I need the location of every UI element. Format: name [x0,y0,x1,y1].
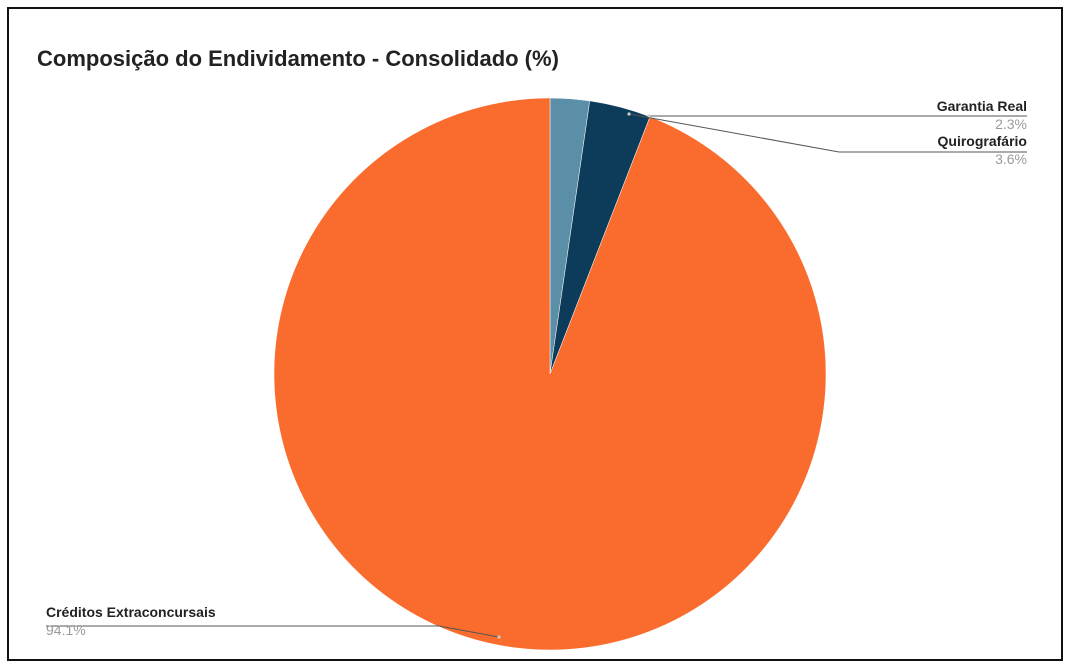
leader-dot-quirografario [627,112,631,116]
slice-value-creditos-extraconcursais: 94.1% [46,622,86,638]
pie-chart: Composição do Endividamento - Consolidad… [37,46,1027,651]
leader-dot-creditos-extraconcursais [497,635,501,639]
slice-label-creditos-extraconcursais: Créditos Extraconcursais [46,604,216,620]
leader-dot-garantia-real [647,114,651,118]
chart-title: Composição do Endividamento - Consolidad… [37,46,559,71]
slice-label-garantia-real: Garantia Real [937,98,1027,114]
chart-frame: Composição do Endividamento - Consolidad… [7,7,1063,661]
slice-label-quirografario: Quirografário [938,133,1027,149]
slice-value-garantia-real: 2.3% [995,116,1027,132]
leader-line-creditos-extraconcursais [46,625,500,638]
slice-value-quirografario: 3.6% [995,151,1027,167]
leader-line-quirografario [628,113,1027,153]
pie-slice-creditos-extraconcursais [273,97,827,651]
